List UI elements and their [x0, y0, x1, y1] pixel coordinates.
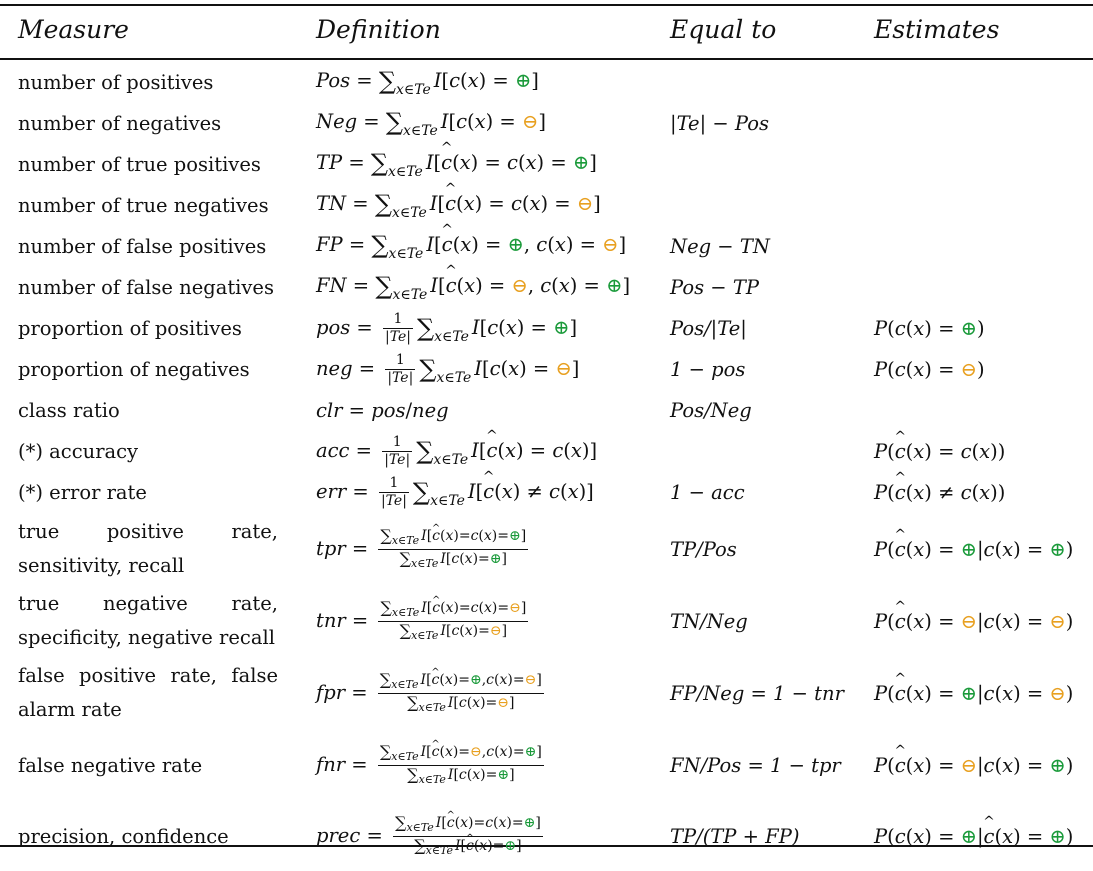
equal-cell: TP/(TP + FP)	[670, 824, 800, 848]
equal-cell: Neg − TN	[670, 235, 770, 258]
header-estimates: Estimates	[874, 14, 1000, 44]
measure-cell: precision, confidence	[18, 824, 229, 848]
estimate-cell: P(c(x) = ⊖|c(x) = ⊖)	[858, 585, 1093, 657]
table-row: proportion of positives pos = 1 |Te| ∑x∈Te…	[0, 308, 1093, 349]
estimate-cell	[858, 390, 1093, 431]
estimate-cell: P(c(x) ≠ c(x))	[858, 472, 1093, 513]
measure-cell: number of true negatives	[18, 194, 269, 217]
definition-cell: TN = ∑x∈TeI[c(x) = c(x) = ⊖]	[300, 185, 654, 226]
table-row: number of false negatives FN = ∑x∈TeI[c(…	[0, 267, 1093, 308]
header-measure: Measure	[18, 14, 129, 44]
estimate-cell: P(c(x) = c(x))	[858, 431, 1093, 472]
measure-cell: number of negatives	[18, 112, 222, 135]
estimate-cell	[858, 185, 1093, 226]
estimate-cell: P(c(x) = ⊕|c(x) = ⊕)	[858, 801, 1093, 871]
estimate-cell	[858, 144, 1093, 185]
definition-cell: err = 1|Te|∑x∈TeI[c(x) ≠ c(x)]	[300, 472, 654, 513]
estimate-cell: P(c(x) = ⊖)	[874, 358, 985, 381]
measure-cell: number of false negatives	[18, 276, 274, 299]
equal-cell: |Te| − Pos	[670, 112, 769, 135]
measure-cell: number of true positives	[18, 153, 261, 176]
table-page: Measure Definition Equal to Estimates nu…	[0, 0, 1093, 850]
definition-cell: clr = pos/neg	[316, 399, 449, 422]
equal-cell	[654, 58, 858, 103]
definition-cell: neg = 1 |Te| ∑x∈Te I[c(x) = ⊖]	[316, 352, 580, 387]
measure-cell: (*) error rate	[18, 481, 147, 504]
bottom-rule	[0, 845, 1093, 847]
table-row: true positive rate, sensitivity, recall …	[0, 513, 1093, 585]
header-equal-to: Equal to	[670, 14, 777, 44]
estimate-cell	[858, 267, 1093, 308]
estimate-cell: P(c(x) = ⊕|c(x) = ⊕)	[858, 513, 1093, 585]
equal-cell: 1 − pos	[670, 358, 746, 381]
equal-cell: 1 − acc	[670, 481, 745, 504]
definition-cell: FP = ∑x∈TeI[c(x) = ⊕, c(x) = ⊖]	[300, 226, 654, 267]
estimate-cell: P(c(x) = ⊕|c(x) = ⊖)	[858, 657, 1093, 729]
equal-cell	[654, 144, 858, 185]
equal-cell: TN/Neg	[670, 609, 748, 633]
equal-cell: Pos/Neg	[670, 399, 752, 422]
estimate-cell	[858, 226, 1093, 267]
equal-cell: TP/Pos	[670, 537, 737, 561]
header-row: Measure Definition Equal to Estimates	[0, 0, 1093, 58]
table-row: (*) accuracy acc = 1|Te|∑x∈TeI[c(x) = c(…	[0, 431, 1093, 472]
measure-cell: class ratio	[18, 399, 120, 422]
table-row: true negative rate, specificity, negativ…	[0, 585, 1093, 657]
estimate-cell: P(c(x) = ⊖|c(x) = ⊕)	[858, 729, 1093, 801]
top-rule	[0, 4, 1093, 6]
measure-cell: false negative rate	[18, 753, 203, 777]
estimate-cell: P(c(x) = ⊕)	[874, 317, 985, 340]
measure-cell: true positive rate, sensitivity, recall	[18, 520, 278, 577]
table-row: number of false positives FP = ∑x∈TeI[c(…	[0, 226, 1093, 267]
measure-cell: proportion of positives	[18, 317, 242, 340]
definition-cell: FN = ∑x∈TeI[c(x) = ⊖, c(x) = ⊕]	[300, 267, 654, 308]
definition-cell: Neg = ∑x∈Te I[c(x) = ⊖]	[316, 108, 546, 139]
equal-cell: FP/Neg = 1 − tnr	[670, 681, 844, 705]
definition-cell: TP = ∑x∈TeI[c(x) = c(x) = ⊕]	[300, 144, 654, 185]
table-row: number of true negatives TN = ∑x∈TeI[c(x…	[0, 185, 1093, 226]
measure-cell: false positive rate, false alarm rate	[18, 664, 278, 721]
table-row: number of true positives TP = ∑x∈TeI[c(x…	[0, 144, 1093, 185]
table-row: number of negatives Neg = ∑x∈Te I[c(x) = …	[0, 103, 1093, 144]
definition-cell: tnr = ∑x∈TeI[c(x)=c(x)=⊖]∑x∈TeI[c(x)=⊖]	[300, 585, 654, 657]
definition-cell: fnr = ∑x∈TeI[c(x)=⊖,c(x)=⊕]∑x∈TeI[c(x)=⊕…	[300, 729, 654, 801]
table-row: false positive rate, false alarm rate fp…	[0, 657, 1093, 729]
measure-cell: true negative rate, specificity, negativ…	[18, 592, 278, 649]
measure-cell: proportion of negatives	[18, 358, 250, 381]
table-row: false negative rate fnr = ∑x∈TeI[c(x)=⊖,…	[0, 729, 1093, 801]
equal-cell: Pos − TP	[670, 276, 759, 299]
equal-cell: FN/Pos = 1 − tpr	[670, 753, 841, 777]
equal-cell	[654, 185, 858, 226]
estimate-cell	[858, 58, 1093, 103]
definition-cell: prec = ∑x∈TeI[c(x)=c(x)=⊕]∑x∈TeI[c(x)=⊕]	[300, 801, 654, 871]
estimate-cell	[858, 103, 1093, 144]
header-rule	[0, 58, 1093, 60]
equal-cell: Pos/|Te|	[670, 317, 747, 340]
measure-cell: (*) accuracy	[18, 440, 139, 463]
header-definition: Definition	[316, 14, 441, 44]
measure-cell: number of positives	[18, 71, 214, 94]
definition-cell: fpr = ∑x∈TeI[c(x)=⊕,c(x)=⊖]∑x∈TeI[c(x)=⊖…	[300, 657, 654, 729]
table-row: class ratio clr = pos/neg Pos/Neg	[0, 390, 1093, 431]
equal-cell	[654, 431, 858, 472]
table-row: (*) error rate err = 1|Te|∑x∈TeI[c(x) ≠ …	[0, 472, 1093, 513]
table-row: number of positives Pos = ∑x∈Te I[c(x) = …	[0, 58, 1093, 103]
table-row: proportion of negatives neg = 1 |Te| ∑x∈Te…	[0, 349, 1093, 390]
measure-cell: number of false positives	[18, 235, 267, 258]
definition-cell: tpr = ∑x∈TeI[c(x)=c(x)=⊕]∑x∈TeI[c(x)=⊕]	[300, 513, 654, 585]
definition-cell: Pos = ∑x∈Te I[c(x) = ⊕]	[316, 67, 539, 98]
definition-cell: pos = 1 |Te| ∑x∈Te I[c(x) = ⊕]	[316, 311, 578, 346]
table-row: precision, confidence prec = ∑x∈TeI[c(x)…	[0, 801, 1093, 871]
definition-cell: acc = 1|Te|∑x∈TeI[c(x) = c(x)]	[300, 431, 654, 472]
